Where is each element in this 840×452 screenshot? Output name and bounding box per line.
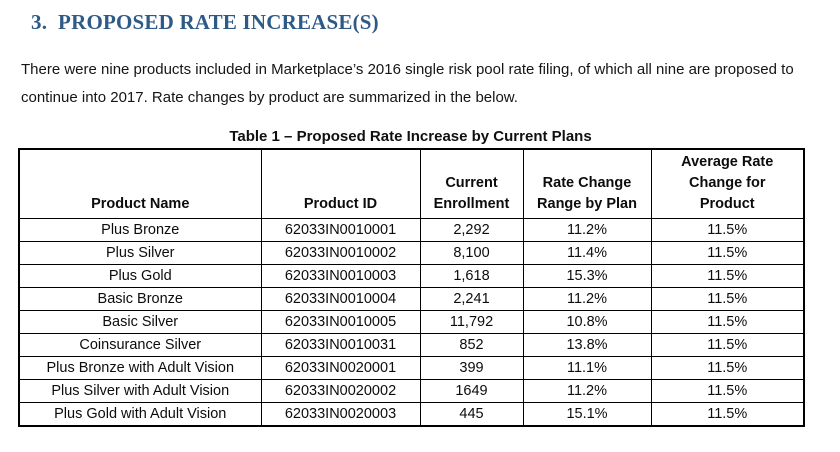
cell-average-rate-change: 11.5% [650, 218, 805, 242]
cell-rate-change-range: 11.2% [522, 287, 652, 311]
cell-product-id: 62033IN0010001 [260, 218, 421, 242]
cell-product-id: 62033IN0010031 [260, 333, 421, 357]
cell-rate-change-range: 10.8% [522, 310, 652, 334]
cell-average-rate-change: 11.5% [650, 333, 805, 357]
cell-product-id: 62033IN0010002 [260, 241, 421, 265]
cell-product-name: Plus Gold with Adult Vision [18, 402, 262, 427]
cell-product-id: 62033IN0020001 [260, 356, 421, 380]
col-header-product-id: Product ID [260, 148, 421, 219]
cell-current-enrollment: 2,241 [419, 287, 524, 311]
cell-current-enrollment: 2,292 [419, 218, 524, 242]
table-row: Plus Silver 62033IN0010002 8,100 11.4% 1… [18, 241, 805, 265]
cell-rate-change-range: 13.8% [522, 333, 652, 357]
table-row: Coinsurance Silver 62033IN0010031 852 13… [18, 333, 805, 357]
table-row: Plus Silver with Adult Vision 62033IN002… [18, 379, 805, 403]
cell-current-enrollment: 11,792 [419, 310, 524, 334]
table-row: Plus Bronze with Adult Vision 62033IN002… [18, 356, 805, 380]
cell-current-enrollment: 445 [419, 402, 524, 427]
cell-current-enrollment: 1,618 [419, 264, 524, 288]
cell-product-id: 62033IN0010005 [260, 310, 421, 334]
table-header-row: Product Name Product ID Current Enrollme… [18, 148, 805, 219]
cell-product-name: Plus Silver [18, 241, 262, 265]
cell-product-name: Plus Bronze with Adult Vision [18, 356, 262, 380]
cell-average-rate-change: 11.5% [650, 402, 805, 427]
section-heading: 3. PROPOSED RATE INCREASE(S) [31, 10, 379, 34]
cell-product-name: Coinsurance Silver [18, 333, 262, 357]
cell-rate-change-range: 11.4% [522, 241, 652, 265]
cell-product-id: 62033IN0020003 [260, 402, 421, 427]
cell-rate-change-range: 15.3% [522, 264, 652, 288]
cell-product-name: Plus Gold [18, 264, 262, 288]
cell-rate-change-range: 15.1% [522, 402, 652, 427]
cell-rate-change-range: 11.2% [522, 218, 652, 242]
cell-current-enrollment: 8,100 [419, 241, 524, 265]
table-row: Basic Silver 62033IN0010005 11,792 10.8%… [18, 310, 805, 334]
col-header-average-rate-change: Average Rate Change for Product [650, 148, 805, 219]
cell-product-name: Basic Silver [18, 310, 262, 334]
cell-average-rate-change: 11.5% [650, 310, 805, 334]
cell-average-rate-change: 11.5% [650, 379, 805, 403]
table-row: Basic Bronze 62033IN0010004 2,241 11.2% … [18, 287, 805, 311]
cell-rate-change-range: 11.1% [522, 356, 652, 380]
cell-product-name: Plus Silver with Adult Vision [18, 379, 262, 403]
cell-current-enrollment: 852 [419, 333, 524, 357]
cell-average-rate-change: 11.5% [650, 241, 805, 265]
cell-product-name: Basic Bronze [18, 287, 262, 311]
cell-average-rate-change: 11.5% [650, 264, 805, 288]
cell-product-name: Plus Bronze [18, 218, 262, 242]
cell-average-rate-change: 11.5% [650, 287, 805, 311]
cell-current-enrollment: 399 [419, 356, 524, 380]
col-header-current-enrollment: Current Enrollment [419, 148, 524, 219]
cell-rate-change-range: 11.2% [522, 379, 652, 403]
table-title: Table 1 – Proposed Rate Increase by Curr… [229, 128, 592, 145]
table-row: Plus Bronze 62033IN0010001 2,292 11.2% 1… [18, 218, 805, 242]
table-row: Plus Gold 62033IN0010003 1,618 15.3% 11.… [18, 264, 805, 288]
rate-increase-table: Product Name Product ID Current Enrollme… [18, 148, 805, 427]
cell-current-enrollment: 1649 [419, 379, 524, 403]
cell-average-rate-change: 11.5% [650, 356, 805, 380]
cell-product-id: 62033IN0010004 [260, 287, 421, 311]
cell-product-id: 62033IN0010003 [260, 264, 421, 288]
col-header-rate-change-range: Rate Change Range by Plan [522, 148, 652, 219]
intro-paragraph: There were nine products included in Mar… [21, 61, 794, 106]
col-header-product-name: Product Name [18, 148, 262, 219]
table-row: Plus Gold with Adult Vision 62033IN00200… [18, 402, 805, 427]
cell-product-id: 62033IN0020002 [260, 379, 421, 403]
